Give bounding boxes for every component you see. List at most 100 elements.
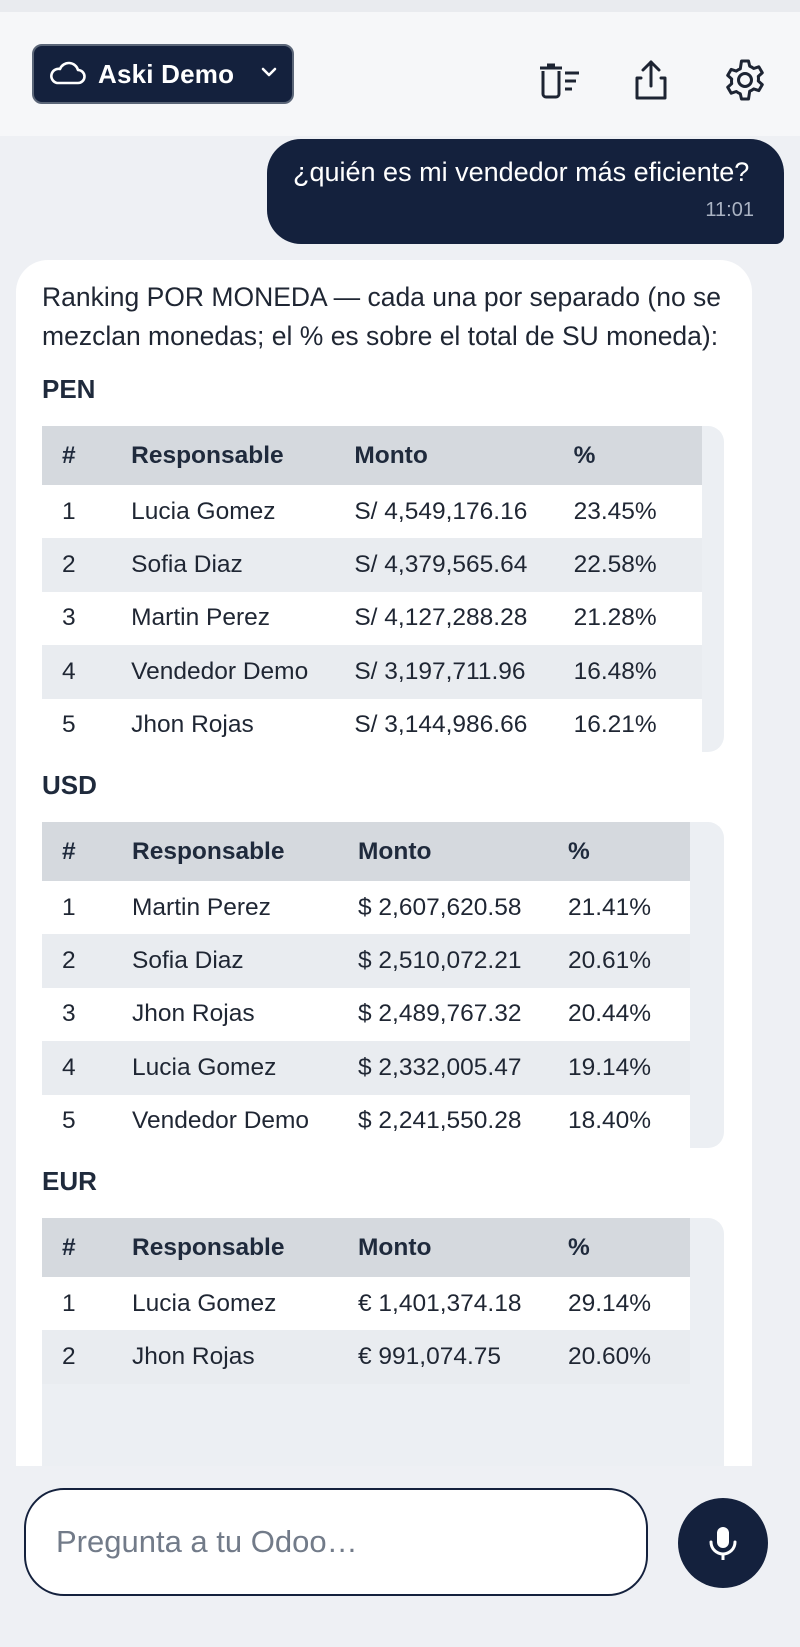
chevron-down-icon <box>234 61 280 88</box>
table-cell: Lucia Gomez <box>131 497 276 525</box>
table-header-cell: # <box>62 837 76 865</box>
delete-history-button[interactable] <box>537 58 581 102</box>
table-header-cell: Monto <box>358 1233 432 1261</box>
table-row: 1 Lucia Gomez S/ 4,549,176.16 23.45% <box>42 485 702 538</box>
table-row: 3 Martin Perez S/ 4,127,288.28 21.28% <box>42 592 702 645</box>
gear-icon <box>726 59 764 101</box>
user-message-bubble: ¿quién es mi vendedor más eficiente? 11:… <box>267 139 784 244</box>
table-row: 5 Jhon Rojas S/ 3,144,986.66 16.21% <box>42 699 702 752</box>
table-header-cell: Responsable <box>132 1233 285 1261</box>
table-cell: S/ 4,549,176.16 <box>354 497 528 525</box>
table-cell: 18.40% <box>568 1107 652 1135</box>
table-cell: 5 <box>62 711 76 739</box>
account-name: Aski Demo <box>98 58 235 89</box>
table-row: 2 Sofia Diaz $ 2,510,072.21 20.61% <box>42 934 690 988</box>
share-icon <box>635 60 667 100</box>
user-message-text: ¿quién es mi vendedor más eficiente? <box>293 157 750 187</box>
table-cell: $ 2,489,767.32 <box>358 1000 522 1028</box>
table-cell: $ 2,607,620.58 <box>358 893 522 921</box>
table-row: 1 Lucia Gomez € 1,401,374.18 29.14% <box>42 1277 690 1330</box>
table-cell: Martin Perez <box>131 604 271 632</box>
table-body: # Responsable Monto% 1 Martin Perez $ 2,607,6… <box>42 822 690 1148</box>
microphone-icon <box>709 1527 737 1560</box>
table-header-row: # Responsable Monto% <box>42 426 702 485</box>
table-cell: € 991,074.75 <box>358 1343 502 1371</box>
table-cell: 16.48% <box>573 657 657 685</box>
table-cell: 23.45% <box>573 497 657 525</box>
table-cell: 4 <box>62 1053 76 1081</box>
assistant-message-bubble: Ranking POR MONEDA — cada una por separa… <box>16 260 752 1466</box>
table-row: 4 Vendedor Demo S/ 3,197,711.96 16.48% <box>42 645 702 699</box>
table-header-row: # Responsable Monto% <box>42 1218 690 1277</box>
table-header-cell: # <box>62 441 76 469</box>
table-cell: 2 <box>62 551 76 579</box>
cloud-icon <box>48 57 98 92</box>
table-cell: 5 <box>62 1107 76 1135</box>
chat-area[interactable]: ¿quién es mi vendedor más eficiente? 11:… <box>0 136 800 1466</box>
table-cell: S/ 4,379,565.64 <box>354 551 528 579</box>
table-cell: 21.28% <box>573 604 657 632</box>
table-cell: Lucia Gomez <box>132 1053 277 1081</box>
currency-title-eur: EUR <box>42 1166 97 1196</box>
table-cell: Sofia Diaz <box>132 947 244 975</box>
share-button[interactable] <box>629 58 673 102</box>
message-timestamp: 11:01 <box>705 199 754 221</box>
table-header-cell: % <box>568 837 590 865</box>
table-cell: 1 <box>62 893 76 921</box>
ranking-table-usd[interactable]: # Responsable Monto% 1 Martin Perez $ 2,607,6… <box>42 822 724 1148</box>
table-header-cell: % <box>568 1233 590 1261</box>
table-cell: S/ 3,197,711.96 <box>354 657 526 685</box>
ranking-table-pen[interactable]: # Responsable Monto% 1 Lucia Gomez S/ 4,549,1… <box>42 426 724 752</box>
table-header-cell: Responsable <box>132 837 285 865</box>
table-cell: Sofia Diaz <box>131 551 243 579</box>
assistant-intro-text: Ranking POR MONEDA — cada una por separa… <box>42 282 722 351</box>
table-cell: 20.60% <box>568 1343 652 1371</box>
table-row: 2 Jhon Rojas € 991,074.75 20.60% <box>42 1330 690 1384</box>
table-cell: 1 <box>62 497 76 525</box>
table-cell: 20.44% <box>568 1000 652 1028</box>
account-selector-button[interactable]: Aski Demo <box>32 44 294 104</box>
table-cell: S/ 3,144,986.66 <box>354 711 528 739</box>
table-row: 1 Martin Perez $ 2,607,620.58 21.41% <box>42 881 690 934</box>
table-cell: Jhon Rojas <box>131 711 254 739</box>
settings-button[interactable] <box>723 58 767 102</box>
table-cell: 22.58% <box>573 551 657 579</box>
table-cell: 16.21% <box>573 711 657 739</box>
table-body: # Responsable Monto% 1 Lucia Gomez € 1,401,37… <box>42 1218 690 1384</box>
table-cell: $ 2,510,072.21 <box>358 947 522 975</box>
table-cell: Vendedor Demo <box>132 1107 310 1135</box>
ranking-table-eur[interactable]: # Responsable Monto% 1 Lucia Gomez € 1,401,37… <box>42 1218 724 1466</box>
table-row: 2 Sofia Diaz S/ 4,379,565.64 22.58% <box>42 538 702 592</box>
table-header-cell: # <box>62 1233 76 1261</box>
table-row: 4 Lucia Gomez $ 2,332,005.47 19.14% <box>42 1041 690 1095</box>
table-header-cell: Monto <box>354 441 428 469</box>
table-cell: 21.41% <box>568 893 652 921</box>
table-body: # Responsable Monto% 1 Lucia Gomez S/ 4,549,1… <box>42 426 702 752</box>
table-cell: 3 <box>62 1000 76 1028</box>
currency-title-usd: USD <box>42 770 97 800</box>
table-cell: S/ 4,127,288.28 <box>354 604 528 632</box>
table-cell: 1 <box>62 1289 76 1317</box>
table-cell: 2 <box>62 947 76 975</box>
table-cell: 19.14% <box>568 1053 652 1081</box>
currency-title-pen: PEN <box>42 374 96 404</box>
table-cell: Martin Perez <box>132 893 271 921</box>
table-cell: 20.61% <box>568 947 652 975</box>
table-cell: Jhon Rojas <box>132 1343 255 1371</box>
table-cell: 29.14% <box>568 1289 652 1317</box>
table-cell: 2 <box>62 1343 76 1371</box>
message-input[interactable]: Pregunta a tu Odoo… <box>24 1488 648 1596</box>
composer-bar: Pregunta a tu Odoo… <box>0 1466 800 1647</box>
mic-button[interactable] <box>678 1498 768 1588</box>
table-cell: Lucia Gomez <box>132 1289 277 1317</box>
app-header: Aski Demo <box>0 12 800 136</box>
table-cell: 4 <box>62 657 76 685</box>
table-header-row: # Responsable Monto% <box>42 822 690 881</box>
delete-history-icon <box>540 63 579 99</box>
table-cell: $ 2,241,550.28 <box>358 1107 522 1135</box>
table-cell: 3 <box>62 604 76 632</box>
table-cell: Vendedor Demo <box>131 657 309 685</box>
status-bar <box>0 0 800 12</box>
ranking-tables: PEN # Responsable Monto% 1 Lucia Gomez S/ 4,54… <box>42 374 724 1466</box>
table-header-cell: Responsable <box>131 441 284 469</box>
